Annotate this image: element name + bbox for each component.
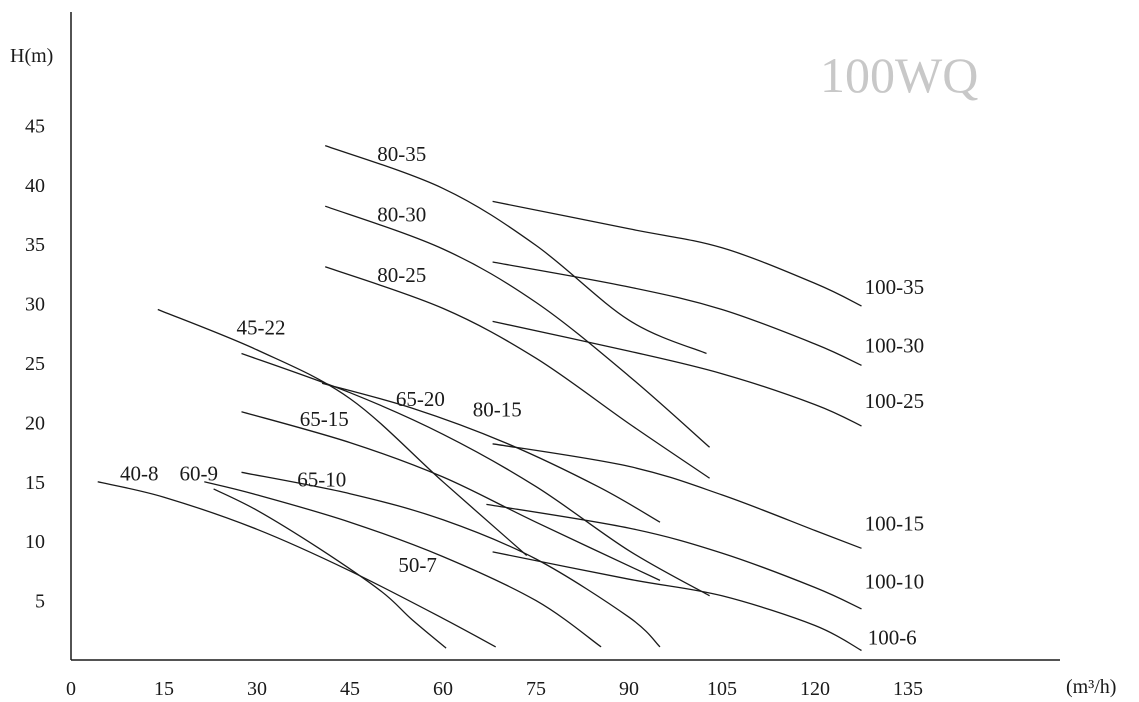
curve-label-80-15: 80-15 <box>473 397 522 421</box>
curve-label-65-15: 65-15 <box>300 407 349 431</box>
x-tick-label: 30 <box>247 678 267 700</box>
curve-80-35 <box>324 144 707 355</box>
performance-curves <box>97 144 862 652</box>
curve-label-50-7: 50-7 <box>398 553 437 577</box>
curve-100-25 <box>492 320 862 427</box>
x-tick-label: 0 <box>66 678 76 700</box>
curve-100-15 <box>492 443 862 549</box>
curve-label-100-25: 100-25 <box>865 389 925 413</box>
curve-label-45-22: 45-22 <box>237 315 286 339</box>
curve-40-8 <box>97 481 497 648</box>
chart-title: 100WQ <box>820 47 978 103</box>
curve-labels: 40-8 50-7 60-9 65-10 45-22 65-15 65-20 80-15 80-… <box>120 142 924 650</box>
y-tick-label: 25 <box>25 353 45 375</box>
x-tick-label: 45 <box>340 678 360 700</box>
curve-label-60-9: 60-9 <box>180 462 219 486</box>
curve-label-100-6: 100-6 <box>868 626 917 650</box>
curve-80-30 <box>324 205 711 448</box>
y-tick-label: 45 <box>25 115 45 137</box>
x-tick-label: 90 <box>619 678 639 700</box>
curve-100-6 <box>492 551 862 652</box>
curve-label-80-30: 80-30 <box>377 203 426 227</box>
y-tick-labels: 5 10 15 20 25 30 35 40 45 <box>25 115 45 612</box>
y-tick-label: 10 <box>25 531 45 553</box>
x-tick-label: 105 <box>707 678 737 700</box>
y-tick-label: 35 <box>25 234 45 256</box>
curve-label-65-10: 65-10 <box>297 468 346 492</box>
y-tick-label: 30 <box>25 294 45 316</box>
curve-label-100-10: 100-10 <box>865 570 925 594</box>
x-tick-labels: 0 15 30 45 60 75 90 105 120 135 <box>66 678 923 700</box>
curve-100-35 <box>492 200 862 307</box>
x-tick-label: 60 <box>433 678 453 700</box>
x-axis-title: (m³/h) <box>1066 676 1116 698</box>
curve-label-65-20: 65-20 <box>396 387 445 411</box>
x-tick-label: 15 <box>154 678 174 700</box>
curve-100-30 <box>492 261 862 366</box>
curve-label-100-15: 100-15 <box>865 512 925 536</box>
curve-80-25 <box>324 266 710 479</box>
x-tick-label: 75 <box>526 678 546 700</box>
curve-80-15 <box>321 382 661 523</box>
x-tick-label: 120 <box>800 678 830 700</box>
curve-65-10 <box>241 471 661 648</box>
curve-label-40-8: 40-8 <box>120 462 159 486</box>
curve-label-80-35: 80-35 <box>377 142 426 166</box>
curve-45-22 <box>157 308 528 556</box>
y-tick-label: 5 <box>35 591 45 613</box>
curve-60-9 <box>204 481 602 648</box>
curve-label-100-30: 100-30 <box>865 333 925 357</box>
y-axis-title: H(m) <box>10 45 53 67</box>
y-tick-label: 20 <box>25 412 45 434</box>
y-tick-label: 15 <box>25 472 45 494</box>
curve-100-10 <box>486 503 862 610</box>
curve-label-100-35: 100-35 <box>865 275 925 299</box>
x-tick-label: 135 <box>893 678 923 700</box>
curve-65-15 <box>241 411 661 581</box>
curve-label-80-25: 80-25 <box>377 263 426 287</box>
y-tick-label: 40 <box>25 175 45 197</box>
curve-50-7 <box>213 488 447 649</box>
